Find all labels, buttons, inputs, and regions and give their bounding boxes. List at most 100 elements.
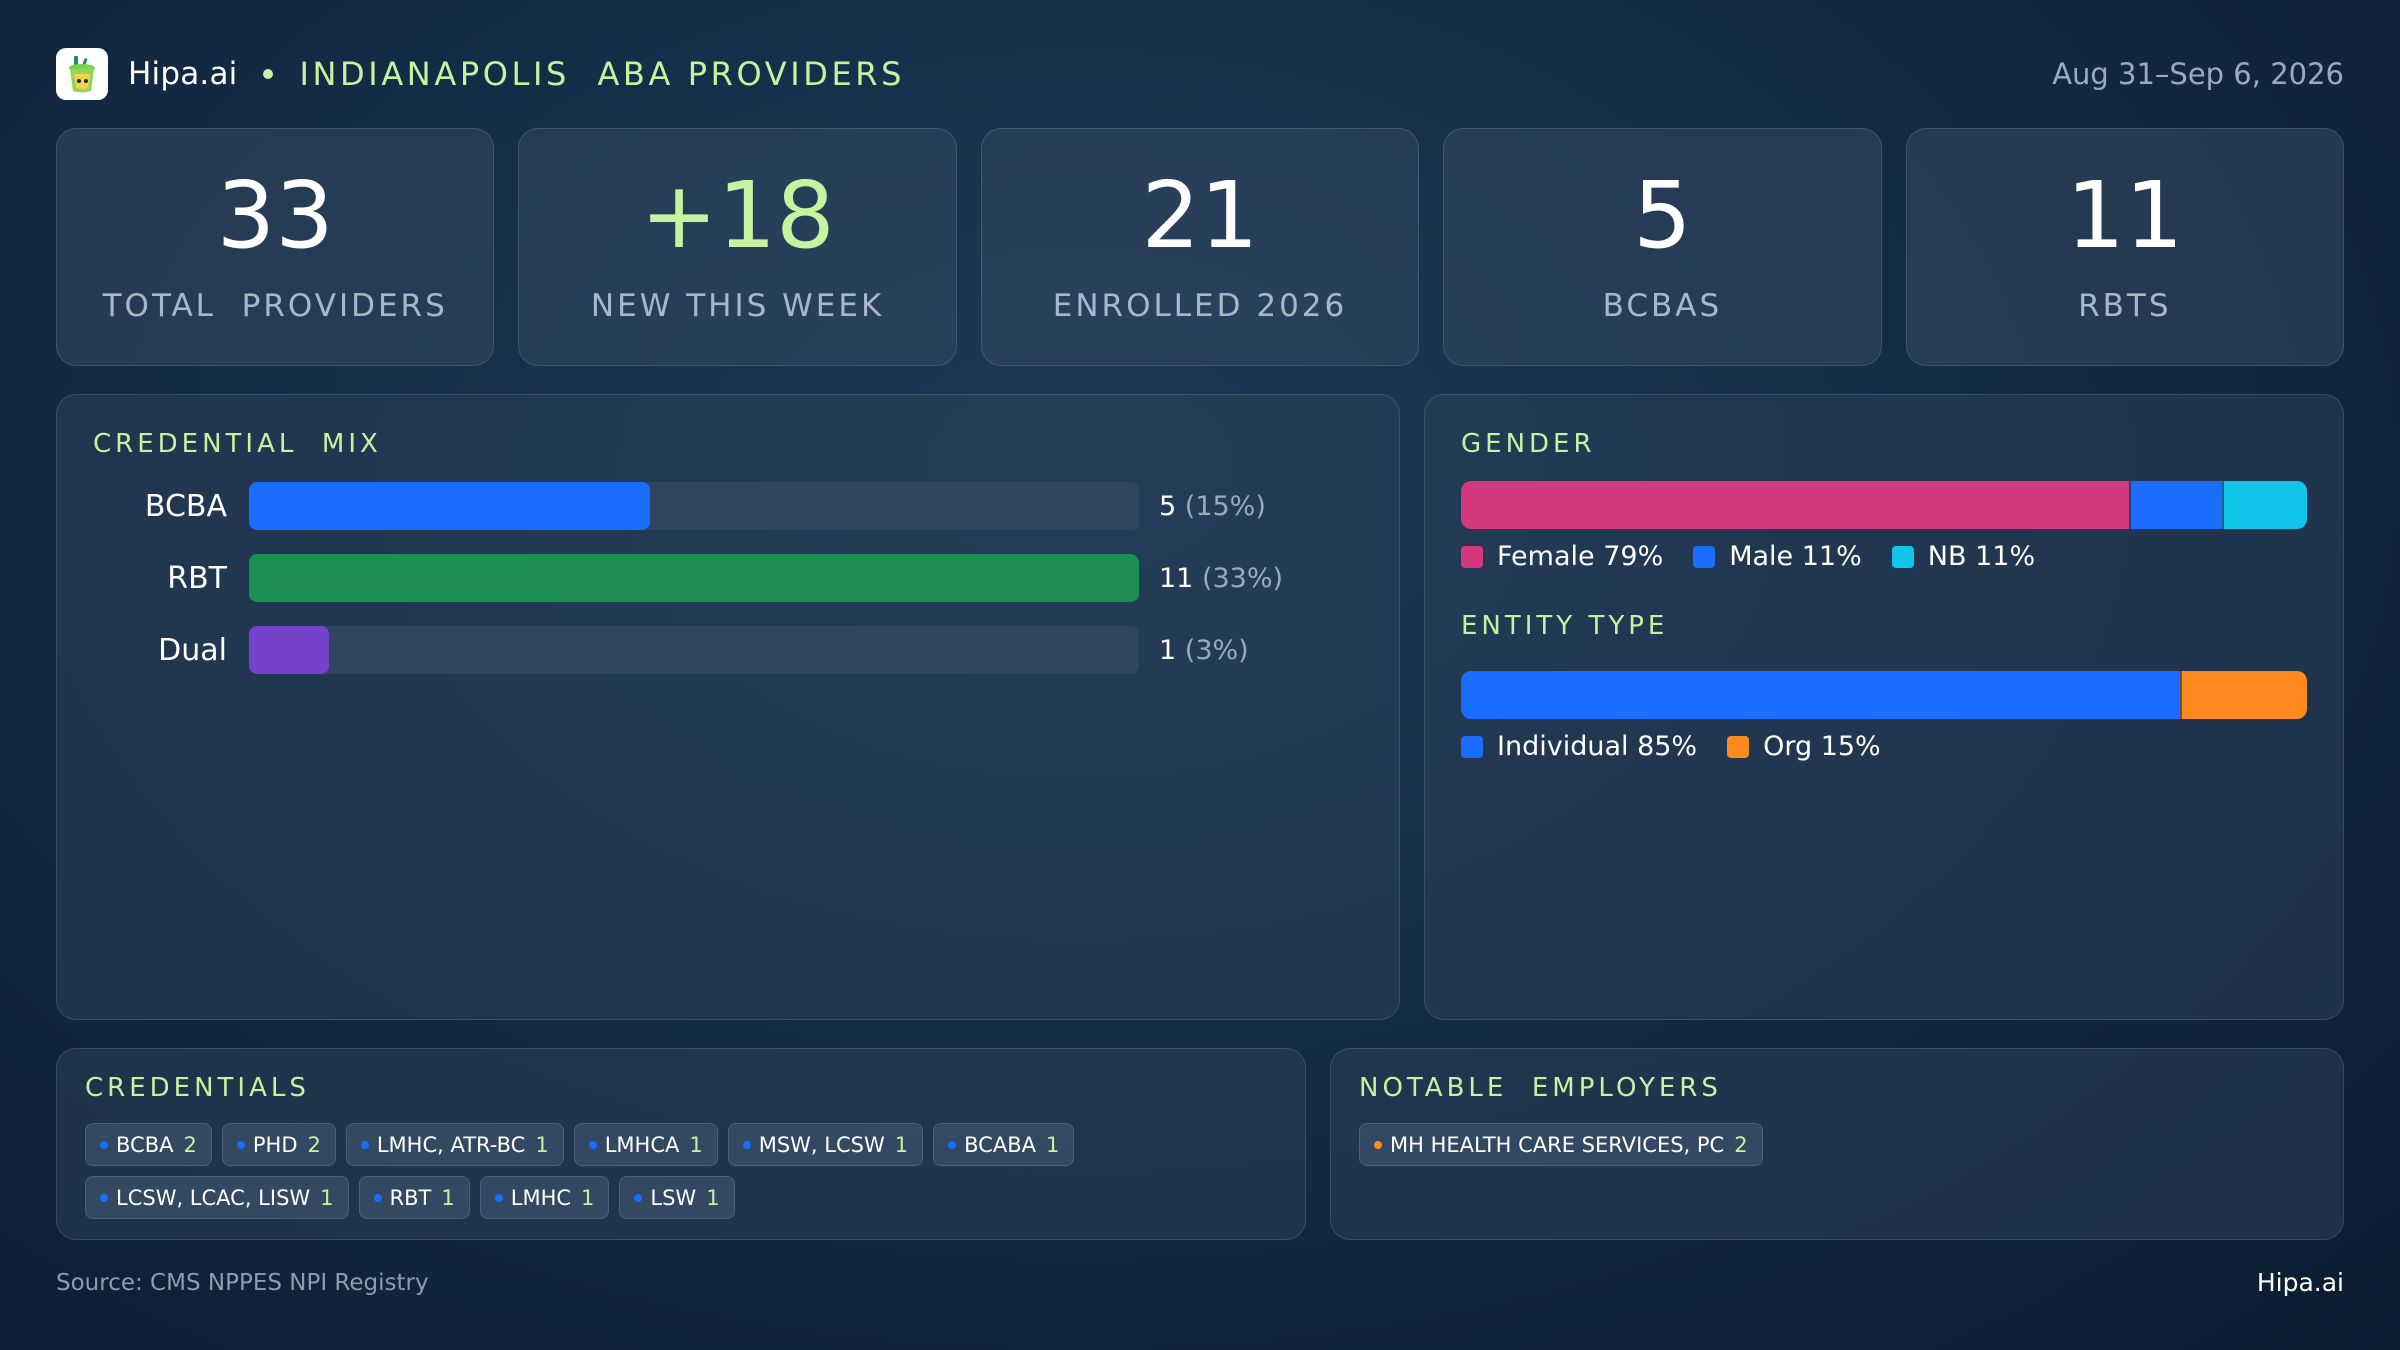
kpi-label: NEW THIS WEEK [590, 288, 885, 324]
kpi-label: RBTS [2078, 288, 2172, 324]
entity-stacked-bar [1461, 671, 2307, 719]
legend-swatch [1461, 545, 1483, 568]
bar-fill [249, 626, 330, 674]
chip: LMHCA 1 [573, 1123, 718, 1166]
chip: MH HEALTH CARE SERVICES, PC 2 [1359, 1123, 1763, 1166]
employer-chips: MH HEALTH CARE SERVICES, PC 2 [1359, 1123, 2323, 1166]
entity-type-title: ENTITY TYPE [1461, 611, 1669, 641]
kpi-label: ENROLLED 2026 [1052, 288, 1348, 324]
legend-item: Male 11% [1693, 541, 1862, 572]
chip-name: LMHC, ATR-BC [376, 1132, 526, 1157]
stack-segment [2222, 481, 2307, 529]
bar-value: 11 (33%) [1159, 563, 1283, 594]
legend-item: Individual 85% [1461, 731, 1697, 762]
chip: LMHC, ATR-BC 1 [345, 1123, 564, 1166]
kpi-enrolled-2026: 21 ENROLLED 2026 [980, 128, 1420, 366]
legend-label: Female 79% [1497, 541, 1664, 572]
chip-count: 2 [1734, 1132, 1748, 1157]
chip-dot [742, 1140, 751, 1149]
chip: BCBA 2 [85, 1123, 212, 1166]
stack-segment [1461, 481, 2130, 529]
chip-dot [360, 1140, 369, 1149]
chip: LCSW, LCAC, LISW 1 [85, 1176, 349, 1219]
bar-count: 5 [1159, 490, 1177, 522]
chip-count: 1 [320, 1185, 334, 1210]
stack-segment [2180, 671, 2307, 719]
bar-pct: (33%) [1201, 562, 1284, 594]
gender-legend: Female 79% Male 11% NB 11% [1461, 541, 2065, 572]
kpi-label: BCBAS [1602, 288, 1723, 324]
chip-dot [634, 1193, 643, 1202]
notable-employers-panel: NOTABLE EMPLOYERS MH HEALTH CARE SERVICE… [1330, 1048, 2344, 1240]
chip-name: PHD [252, 1132, 298, 1157]
bar-track [249, 554, 1139, 602]
bar-track [249, 482, 1139, 530]
kpi-label: TOTAL PROVIDERS [102, 288, 448, 324]
footer-brand: Hipa.ai [2256, 1268, 2344, 1297]
chip-dot [494, 1193, 503, 1202]
legend-swatch [1461, 735, 1483, 758]
chip-count: 1 [581, 1185, 595, 1210]
chip-name: LMHCA [604, 1132, 680, 1157]
chip-name: MSW, LCSW [758, 1132, 885, 1157]
panel-title: CREDENTIAL MIX [93, 429, 382, 459]
bar-label: RBT [167, 560, 227, 596]
legend-swatch [1693, 545, 1716, 568]
cup-icon [56, 48, 108, 100]
bar-pct: (15%) [1184, 490, 1266, 522]
kpi-rbts: 11 RBTS [1905, 128, 2345, 366]
kpi-value: 11 [2066, 162, 2184, 269]
chip-name: BCBA [116, 1132, 174, 1157]
chip-count: 1 [1045, 1132, 1060, 1157]
bar-fill [249, 554, 1139, 602]
bar-row-rbt: RBT 11 (33%) [93, 553, 1283, 603]
chip-dot [100, 1193, 108, 1202]
kpi-total-providers: 33 TOTAL PROVIDERS [56, 128, 495, 366]
kpi-value: +18 [640, 162, 835, 269]
credential-mix-panel: CREDENTIAL MIX BCBA 5 (15%) RBT 11 (33%)… [56, 394, 1400, 1020]
stack-segment [2129, 481, 2223, 529]
panel-title: NOTABLE EMPLOYERS [1359, 1073, 1722, 1103]
chip-name: BCABA [964, 1132, 1036, 1157]
chip-dot [236, 1140, 245, 1149]
kpi-value: 5 [1633, 162, 1692, 269]
credentials-panel: CREDENTIALS BCBA 2 PHD 2 LMHC, ATR-BC 1 LMHCA 1… [56, 1048, 1306, 1240]
kpi-bcbas: 5 BCBAS [1443, 128, 1882, 366]
gender-entity-panel: GENDER Female 79% Male 11% NB 11% ENTITY T… [1424, 394, 2344, 1020]
chip-count: 1 [689, 1132, 703, 1157]
header: Hipa.ai INDIANAPOLIS ABA PROVIDERS Aug 3… [56, 48, 2344, 100]
chip-dot [100, 1140, 108, 1149]
legend-label: Org 15% [1763, 731, 1881, 762]
chip-dot [1374, 1140, 1382, 1149]
chip-count: 1 [441, 1185, 455, 1210]
chip-dot [373, 1193, 382, 1202]
legend-swatch [1727, 735, 1750, 758]
bar-label: Dual [158, 632, 227, 668]
bar-row-bcba: BCBA 5 (15%) [93, 481, 1266, 531]
legend-item: NB 11% [1891, 541, 2035, 572]
bar-track [249, 626, 1139, 674]
chip-dot [588, 1140, 597, 1149]
chip-dot [948, 1140, 957, 1149]
chip: MSW, LCSW 1 [727, 1123, 924, 1166]
chip-name: LCSW, LCAC, LISW [116, 1185, 311, 1210]
kpi-row: 33 TOTAL PROVIDERS +18 NEW THIS WEEK 21 … [56, 128, 2345, 366]
brand-name: Hipa.ai [128, 56, 238, 92]
stack-segment [1461, 671, 2181, 719]
legend-label: Male 11% [1729, 541, 1862, 572]
date-range: Aug 31–Sep 6, 2026 [2052, 57, 2344, 91]
source-note: Source: CMS NPPES NPI Registry [56, 1270, 429, 1296]
chip: RBT 1 [358, 1176, 470, 1219]
legend-label: Individual 85% [1497, 731, 1698, 762]
chip: PHD 2 [221, 1123, 336, 1166]
gender-title: GENDER [1461, 429, 1596, 459]
bar-count: 1 [1159, 634, 1177, 666]
panel-title: CREDENTIALS [85, 1073, 310, 1103]
bar-value: 5 (15%) [1159, 491, 1266, 522]
chip-count: 2 [307, 1132, 321, 1157]
chip-count: 2 [183, 1132, 197, 1157]
legend-item: Org 15% [1727, 731, 1881, 762]
chip-count: 1 [894, 1132, 909, 1157]
chip: LSW 1 [619, 1176, 735, 1219]
